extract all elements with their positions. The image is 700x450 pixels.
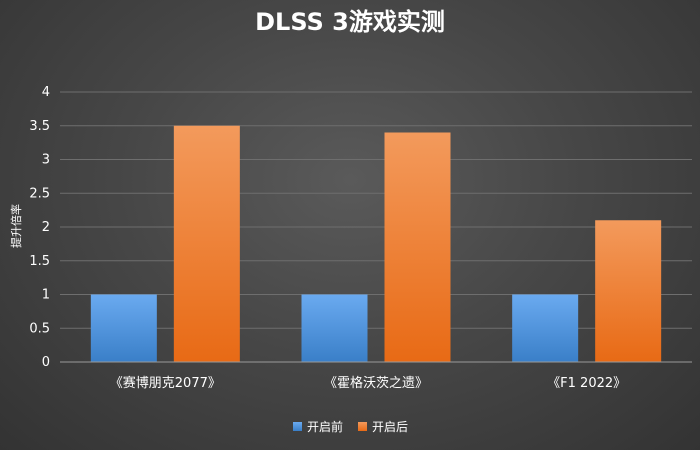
y-tick-label: 2 (42, 220, 50, 235)
y-tick-label: 3 (42, 153, 50, 168)
y-tick-label: 4 (42, 85, 50, 100)
y-tick-label: 0 (42, 355, 50, 370)
bar-after-0 (173, 125, 240, 362)
x-tick-labels: 《赛博朋克2077》 《霍格沃茨之遗》 《F1 2022》 (110, 375, 626, 391)
bar-after-2 (595, 220, 662, 362)
bar-before-1 (301, 294, 368, 362)
legend: 开启前 开启后 (293, 419, 408, 434)
bar-before-0 (90, 294, 157, 362)
x-tick-label: 《F1 2022》 (547, 376, 626, 391)
bars (90, 125, 662, 362)
chart-title: DLSS 3游戏实测 (255, 8, 445, 36)
y-tick-label: 0.5 (29, 321, 50, 336)
y-tick-label: 3.5 (29, 119, 50, 134)
legend-swatch (358, 422, 367, 431)
legend-label: 开启前 (307, 419, 343, 434)
bar-after-1 (384, 132, 451, 362)
grid-lines (60, 91, 692, 329)
y-tick-label: 1.5 (29, 254, 50, 269)
y-tick-labels: 0 0.5 1 1.5 2 2.5 3 3.5 4 (29, 85, 50, 370)
x-tick-label: 《赛博朋克2077》 (110, 375, 221, 391)
legend-swatch (293, 422, 302, 431)
bar-before-2 (512, 294, 579, 362)
y-axis-label: 提升倍率 (9, 204, 23, 248)
legend-label: 开启后 (372, 420, 408, 434)
x-tick-label: 《霍格沃茨之遗》 (324, 375, 428, 391)
y-tick-label: 1 (42, 288, 50, 303)
y-tick-label: 2.5 (29, 186, 50, 201)
